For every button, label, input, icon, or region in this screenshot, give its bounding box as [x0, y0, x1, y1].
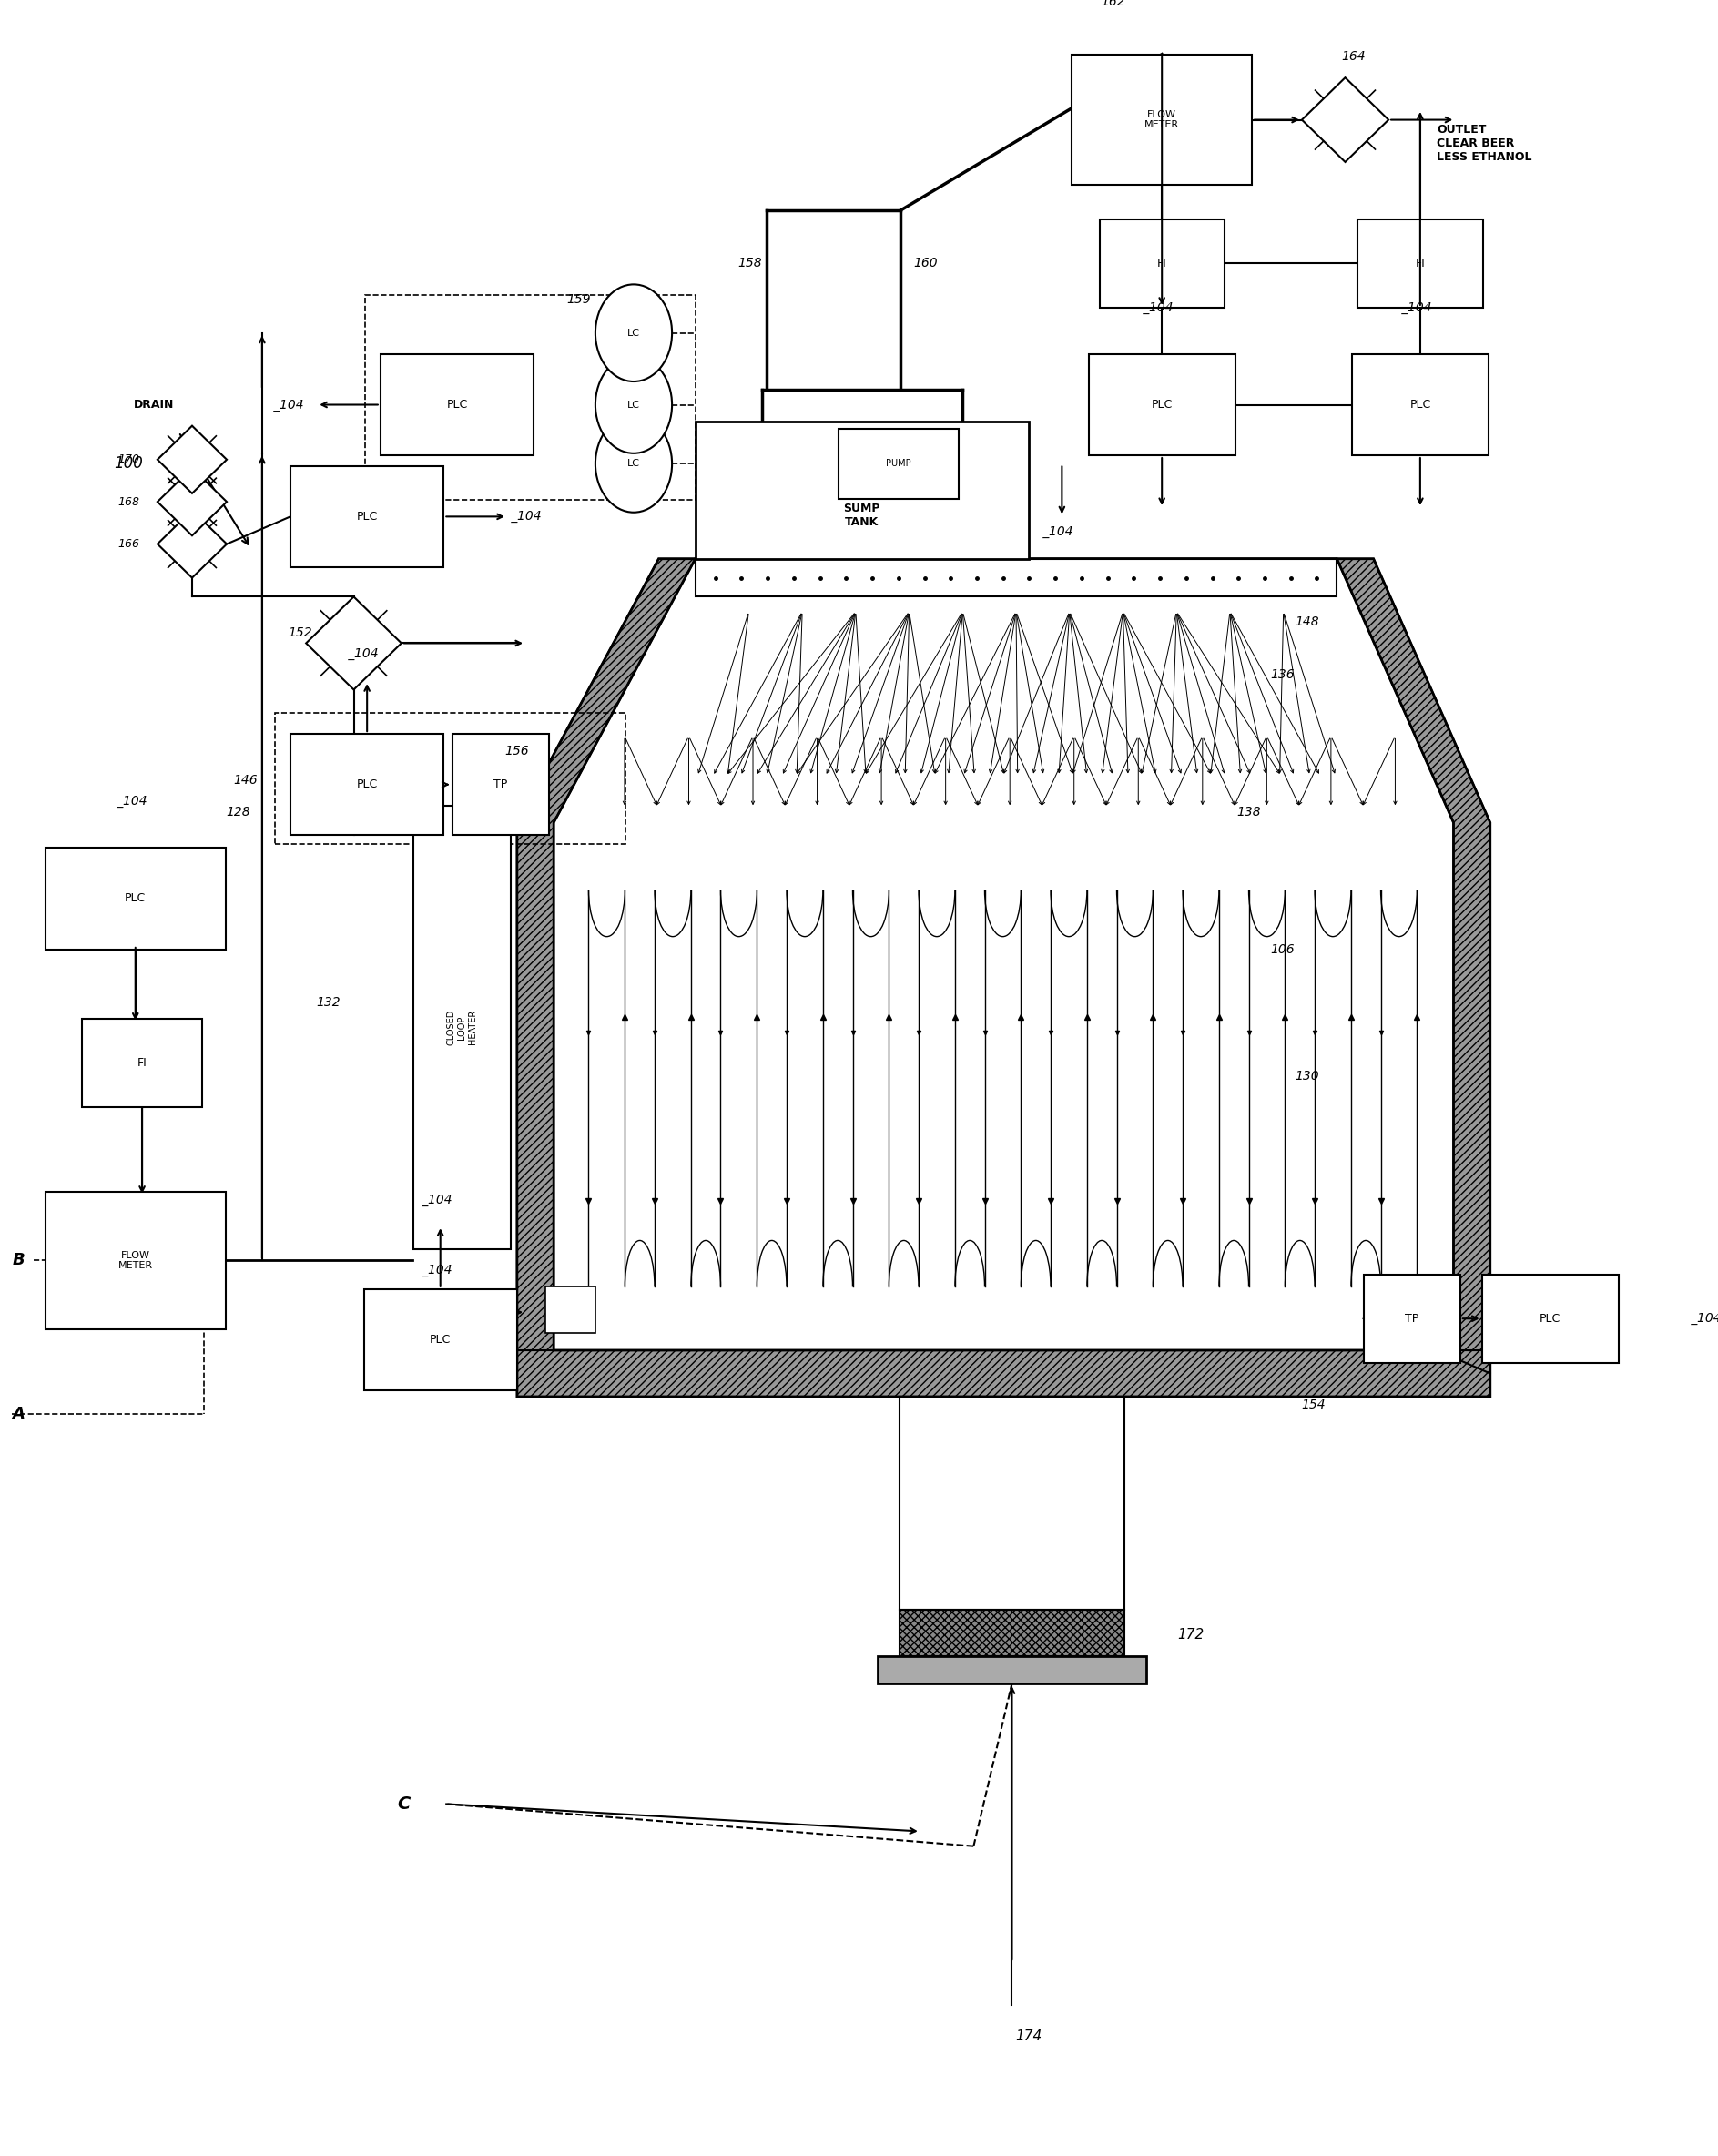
Text: LC: LC [627, 459, 641, 468]
Bar [545, 1287, 596, 1332]
Text: TP: TP [1405, 1313, 1419, 1324]
Polygon shape [158, 511, 227, 578]
Bar [696, 423, 1029, 558]
Text: 156: 156 [505, 744, 529, 757]
Text: DRAIN: DRAIN [134, 399, 174, 410]
Text: PLC: PLC [125, 893, 146, 906]
Circle shape [596, 285, 672, 382]
Text: B: B [12, 1253, 24, 1268]
Text: FI: FI [1156, 257, 1167, 270]
Text: C: C [397, 1796, 411, 1813]
Bar [45, 847, 225, 949]
Text: 164: 164 [1342, 50, 1366, 63]
Text: 100: 100 [115, 455, 143, 472]
Bar [414, 806, 510, 1248]
Text: LC: LC [627, 328, 641, 338]
Text: OUTLET
CLEAR BEER
LESS ETHANOL: OUTLET CLEAR BEER LESS ETHANOL [1436, 123, 1532, 162]
Text: FLOW
METER: FLOW METER [1144, 110, 1179, 129]
Text: FLOW
METER: FLOW METER [119, 1250, 153, 1270]
Polygon shape [306, 597, 402, 690]
Text: 106: 106 [1270, 942, 1294, 955]
Text: 146: 146 [234, 774, 258, 787]
Text: PLC: PLC [1409, 399, 1431, 410]
Bar [275, 714, 625, 843]
Text: 174: 174 [1015, 2029, 1041, 2044]
Text: ̲104: ̲104 [1050, 524, 1074, 537]
Text: 159: 159 [567, 293, 591, 306]
Bar [1357, 220, 1483, 308]
Polygon shape [1337, 558, 1490, 1350]
Text: PLC: PLC [430, 1335, 450, 1345]
Text: PLC: PLC [356, 511, 378, 522]
Text: ̲104: ̲104 [124, 796, 148, 808]
Bar [900, 1611, 1124, 1656]
Text: PLC: PLC [1539, 1313, 1560, 1324]
Text: ̲104: ̲104 [428, 1194, 452, 1207]
Bar [696, 558, 1337, 597]
Text: ̲104: ̲104 [428, 1263, 452, 1276]
Bar [364, 1289, 517, 1391]
Text: 128: 128 [227, 806, 251, 819]
Text: CLOSED
LOOP
HEATER: CLOSED LOOP HEATER [447, 1009, 478, 1046]
Text: ̲104: ̲104 [1409, 302, 1433, 315]
Polygon shape [517, 558, 696, 1350]
Text: 154: 154 [1302, 1399, 1326, 1412]
Text: 166: 166 [119, 539, 139, 550]
Text: 160: 160 [914, 257, 938, 270]
Text: TP: TP [493, 778, 507, 791]
Text: PLC: PLC [1151, 399, 1172, 410]
Text: ̲104: ̲104 [356, 647, 380, 660]
Text: 172: 172 [1179, 1628, 1204, 1643]
Circle shape [596, 356, 672, 453]
Text: ̲104: ̲104 [519, 511, 543, 524]
Bar [45, 1192, 225, 1328]
Text: 148: 148 [1295, 617, 1319, 627]
Polygon shape [158, 427, 227, 494]
Text: LC: LC [627, 401, 641, 410]
Text: 162: 162 [1101, 0, 1125, 9]
Bar [1089, 354, 1235, 455]
Text: 130: 130 [1295, 1069, 1319, 1082]
Bar [900, 1397, 1124, 1611]
Text: PUMP: PUMP [886, 459, 911, 468]
Text: FI: FI [137, 1056, 148, 1069]
Bar [1072, 54, 1252, 185]
Text: 152: 152 [289, 625, 313, 638]
Bar [82, 1020, 203, 1108]
Polygon shape [1302, 78, 1388, 162]
Polygon shape [553, 558, 1453, 1350]
Text: ̲104: ̲104 [1697, 1313, 1718, 1326]
Text: ̲104: ̲104 [280, 399, 304, 412]
Text: SUMP
TANK: SUMP TANK [844, 502, 880, 528]
Bar [1364, 1274, 1460, 1363]
Polygon shape [158, 468, 227, 535]
Text: 138: 138 [1237, 806, 1261, 819]
Bar [1352, 354, 1488, 455]
Bar [1483, 1274, 1618, 1363]
Polygon shape [517, 1350, 1490, 1397]
Bar [878, 1656, 1146, 1684]
Bar [452, 733, 548, 834]
Bar [366, 295, 696, 500]
Circle shape [596, 416, 672, 513]
Text: 158: 158 [739, 257, 763, 270]
Bar [838, 429, 959, 498]
Text: ̲104: ̲104 [1149, 302, 1173, 315]
Text: PLC: PLC [356, 778, 378, 791]
Text: FI: FI [1416, 257, 1424, 270]
Bar [1100, 220, 1225, 308]
Text: 168: 168 [119, 496, 139, 507]
Bar [290, 466, 443, 567]
Text: PLC: PLC [447, 399, 467, 410]
Text: 170: 170 [119, 453, 139, 466]
Text: 136: 136 [1270, 668, 1294, 681]
Text: A: A [12, 1406, 24, 1421]
Text: 132: 132 [316, 996, 340, 1009]
Bar [380, 354, 534, 455]
Bar [290, 733, 443, 834]
